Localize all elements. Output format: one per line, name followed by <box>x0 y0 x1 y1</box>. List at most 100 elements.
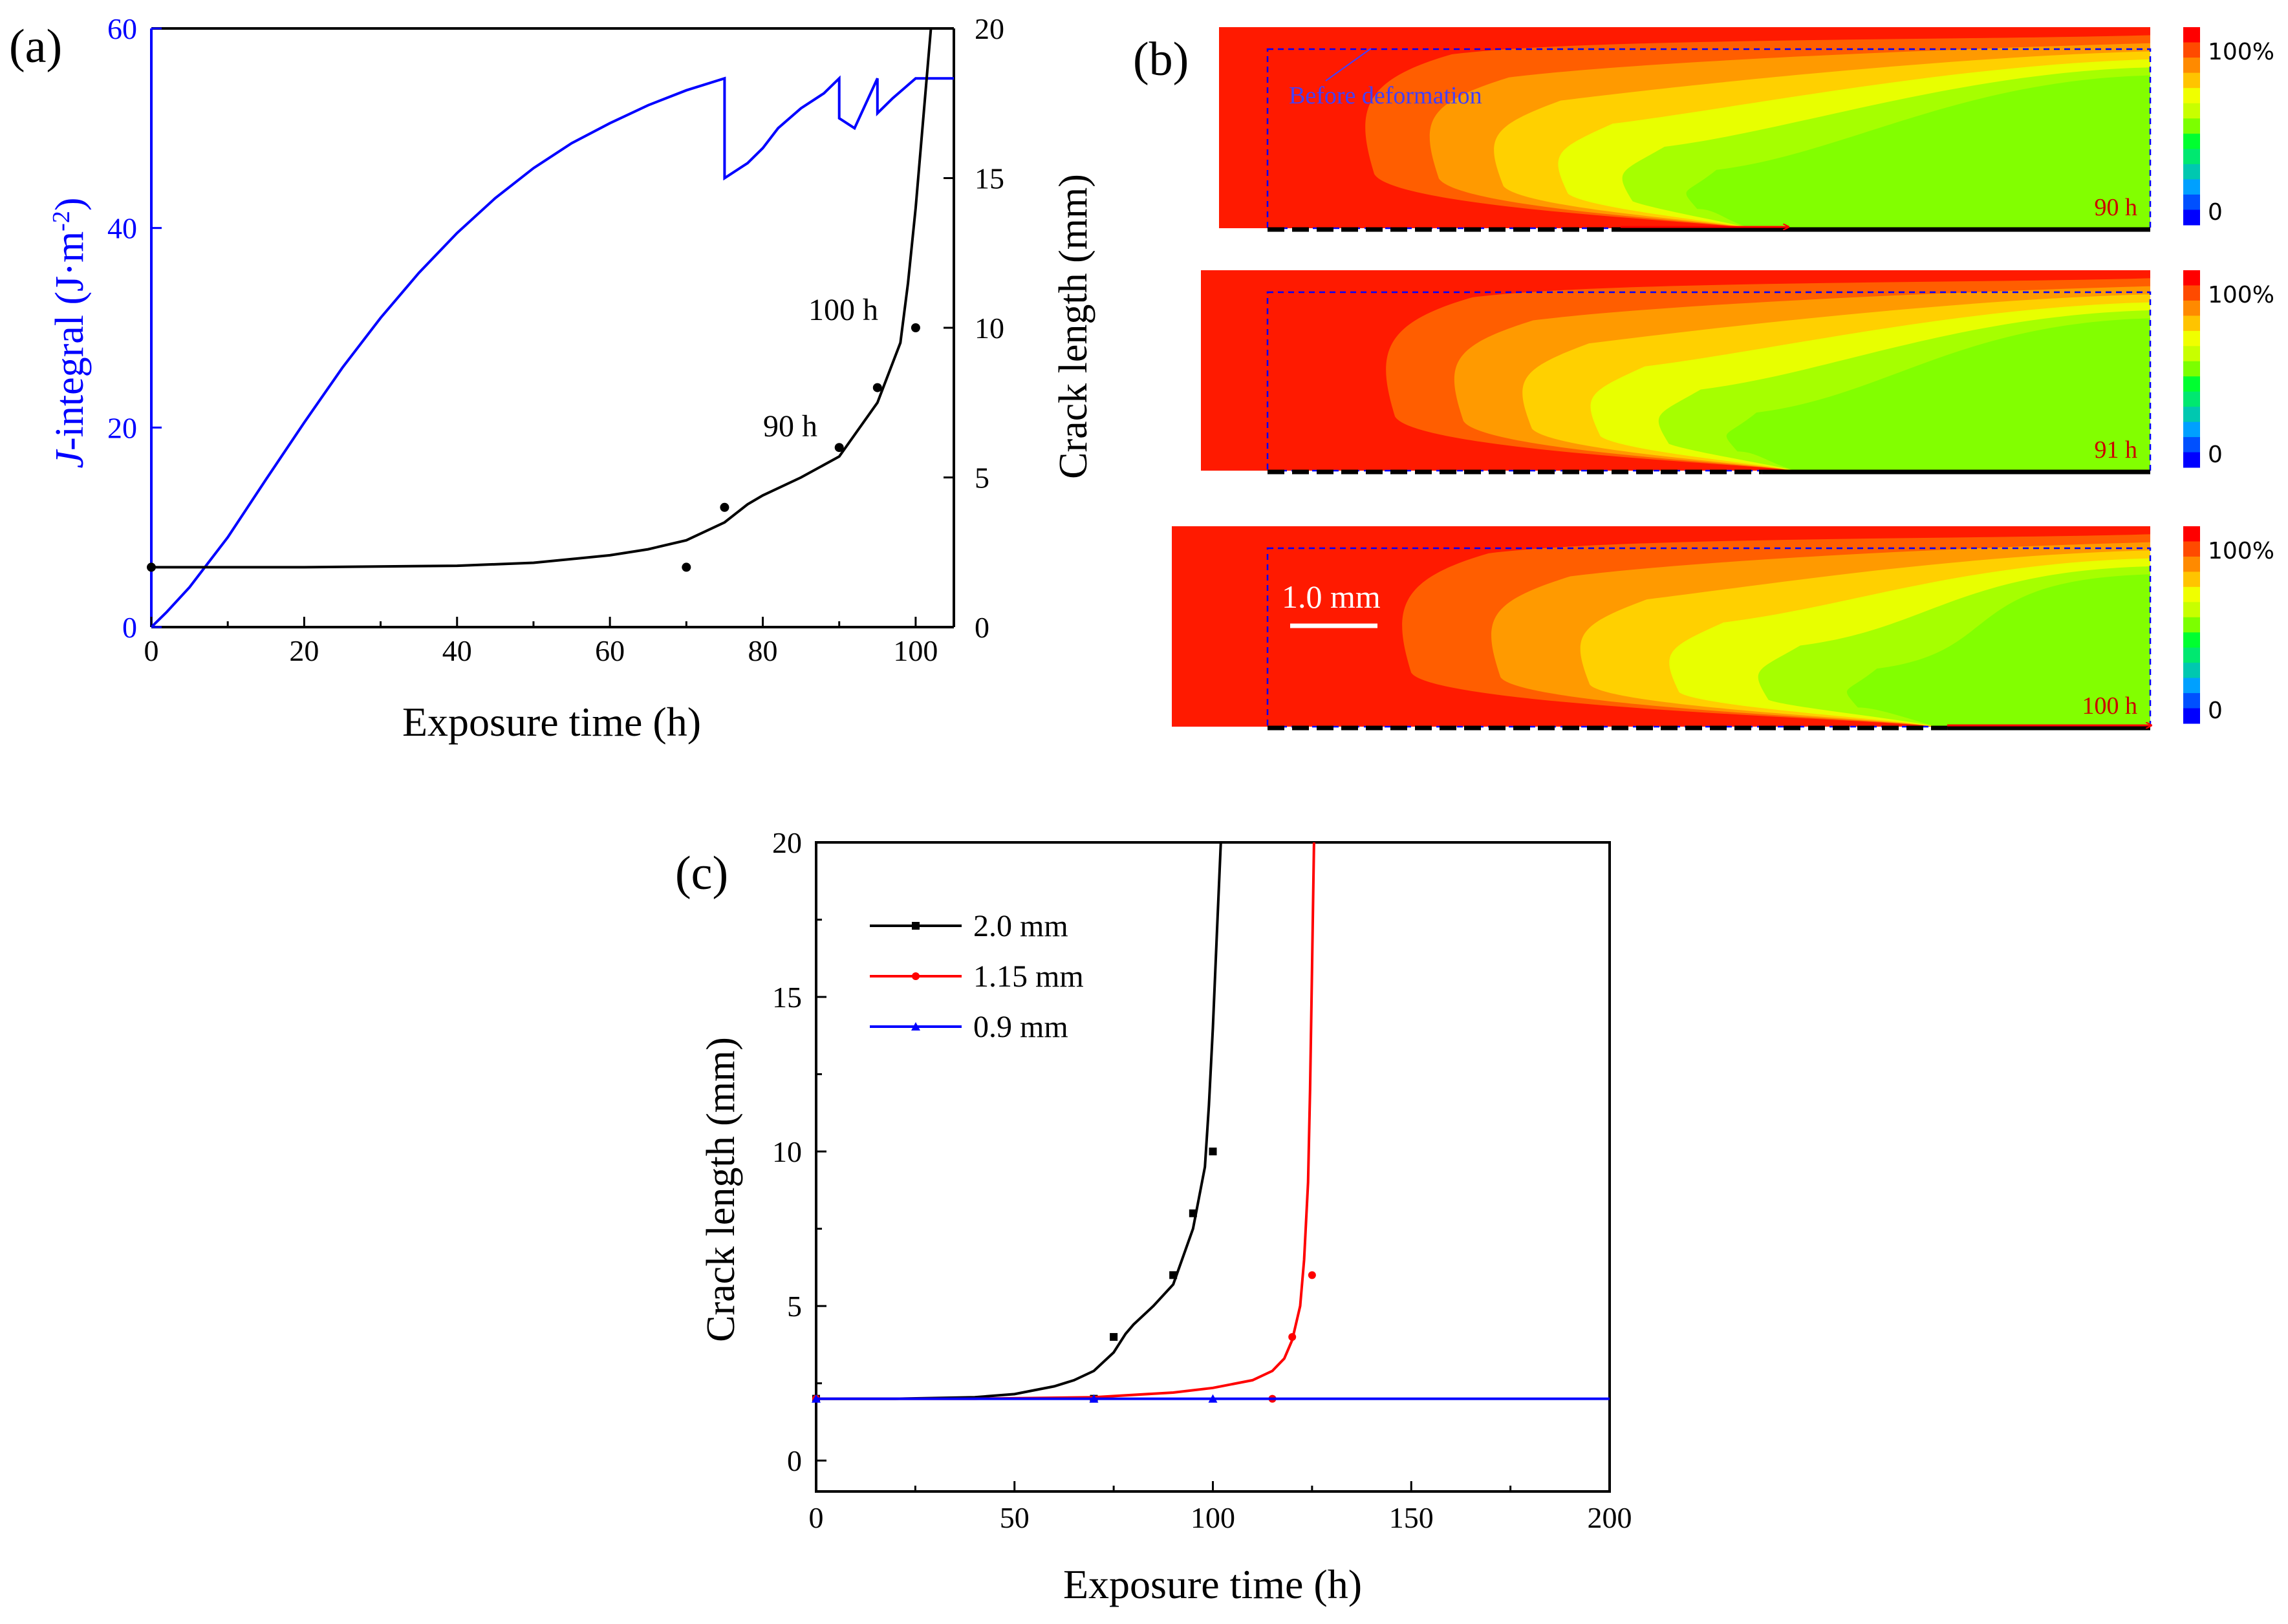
panel-a-ylabel-right: Crack length (mm) <box>1052 174 1095 479</box>
legend-min-label: 0 <box>2208 442 2223 468</box>
legend-swatch <box>2183 300 2200 316</box>
legend-swatch <box>2183 149 2200 165</box>
legend-swatch <box>2183 330 2200 347</box>
panel-c-axes: 0 50 100 150 200 0 5 10 15 20 <box>772 826 1632 1534</box>
crack-length-point <box>872 383 882 392</box>
legend-swatch <box>2183 526 2200 542</box>
series-point <box>1169 1271 1178 1279</box>
x-tick-label: 0 <box>144 634 159 667</box>
panel-c-label: (c) <box>675 847 728 900</box>
panel-a-xlabel: Exposure time (h) <box>402 699 701 745</box>
y-right-tick-label: 20 <box>975 12 1004 45</box>
j-integral-line <box>151 75 954 627</box>
legend-swatch <box>2183 617 2200 633</box>
crack-length-point <box>911 323 920 332</box>
legend-swatch <box>2183 407 2200 423</box>
time-label: 91 h <box>2095 436 2138 464</box>
before-deformation-label: Before deformation <box>1289 82 1482 109</box>
legend-swatch <box>2183 602 2200 618</box>
legend-swatch <box>2183 572 2200 588</box>
series-point <box>1308 1271 1316 1279</box>
legend-swatch <box>2183 72 2200 89</box>
y-tick-label: 5 <box>787 1290 802 1323</box>
legend-swatch <box>2183 376 2200 392</box>
legend-max-label: 100% <box>2208 39 2274 65</box>
panel-a-label: (a) <box>9 20 62 73</box>
legend-swatch <box>2183 179 2200 195</box>
y-right-tick-label: 0 <box>975 611 989 644</box>
legend-swatch <box>2183 209 2200 226</box>
series-point <box>812 1394 821 1403</box>
legend-swatch <box>2183 27 2200 43</box>
series-point <box>1089 1394 1099 1403</box>
legend-swatch <box>2183 647 2200 663</box>
x-tick-label: 200 <box>1588 1501 1632 1534</box>
legend-swatch <box>2183 693 2200 709</box>
panel-b-maps: 90 h 100% 0 Before deformation 91 h 100% 0 100 … <box>1172 27 2274 731</box>
legend-swatch <box>2183 270 2200 286</box>
panel-c-xlabel: Exposure time (h) <box>1063 1561 1362 1607</box>
annotation-90h: 90 h <box>763 409 817 443</box>
legend-swatch <box>2183 586 2200 603</box>
panel-a-series <box>147 28 954 627</box>
series-point <box>1288 1332 1297 1341</box>
y-left-tick-label: 40 <box>107 212 137 245</box>
x-tick-label: 50 <box>1000 1501 1030 1534</box>
panel-c-series <box>812 842 1610 1403</box>
y-tick-label: 0 <box>787 1444 802 1477</box>
x-tick-label: 100 <box>1191 1501 1235 1534</box>
legend-swatch <box>2183 58 2200 74</box>
y-tick-label: 20 <box>772 826 802 859</box>
legend-swatch <box>2183 452 2200 468</box>
legend-swatch <box>2183 103 2200 119</box>
x-tick-label: 60 <box>595 634 625 667</box>
contour-region <box>1846 574 2150 727</box>
series-point <box>1189 1209 1197 1217</box>
legend-swatch <box>2183 437 2200 453</box>
x-tick-label: 40 <box>442 634 472 667</box>
legend-label: 1.15 mm <box>973 959 1084 994</box>
panel-c: (c) 0 50 100 150 200 0 5 10 15 20 2.0 mm 1.15 mm 0.… <box>675 826 1632 1607</box>
legend-swatch <box>2183 133 2200 149</box>
series-point <box>1209 1148 1217 1156</box>
time-label: 100 h <box>2082 692 2138 720</box>
legend-swatch <box>2183 391 2200 407</box>
legend-label: 0.9 mm <box>973 1010 1068 1044</box>
legend-swatch <box>2183 42 2200 58</box>
legend-max-label: 100% <box>2208 282 2274 308</box>
y-right-tick-label: 10 <box>975 312 1004 345</box>
before-deformation-leader <box>1325 48 1372 81</box>
legend-swatch <box>2183 708 2200 724</box>
legend-swatch <box>2183 118 2200 134</box>
legend-min-label: 0 <box>2208 698 2223 724</box>
y-left-tick-label: 20 <box>107 411 137 444</box>
plot-frame <box>815 841 1611 1493</box>
panel-c-legend: 2.0 mm 1.15 mm 0.9 mm <box>870 909 1084 1044</box>
legend-swatch <box>2183 422 2200 438</box>
undeformed-outline <box>1266 291 2152 472</box>
panel-b: (b) 90 h 100% 0 Before deformation 91 h 100% 0… <box>1133 27 2274 731</box>
legend-max-label: 100% <box>2208 538 2274 564</box>
legend-swatch <box>2183 88 2200 104</box>
time-label: 90 h <box>2095 194 2138 221</box>
series-line-2-0-mm <box>816 842 1222 1400</box>
y-left-tick-label: 0 <box>122 611 137 644</box>
panel-b-label: (b) <box>1133 33 1189 86</box>
legend-marker <box>911 1022 920 1031</box>
x-tick-label: 0 <box>809 1501 824 1534</box>
contour-region <box>1686 75 2150 228</box>
y-right-tick-label: 5 <box>975 462 989 495</box>
contour-map-3: 100 h 100% 0 1.0 mm <box>1172 526 2274 731</box>
y-tick-label: 10 <box>772 1135 802 1168</box>
crack-length-point <box>720 502 729 512</box>
crack-length-point <box>834 443 844 453</box>
annotation-100h: 100 h <box>808 293 878 327</box>
y-tick-label: 15 <box>772 981 802 1014</box>
contour-map-2: 91 h 100% 0 <box>1201 270 2274 475</box>
x-tick-label: 100 <box>893 634 938 667</box>
y-left-tick-label: 60 <box>107 12 137 45</box>
legend-swatch <box>2183 194 2200 210</box>
legend-swatch <box>2183 164 2200 180</box>
legend-swatch <box>2183 315 2200 332</box>
